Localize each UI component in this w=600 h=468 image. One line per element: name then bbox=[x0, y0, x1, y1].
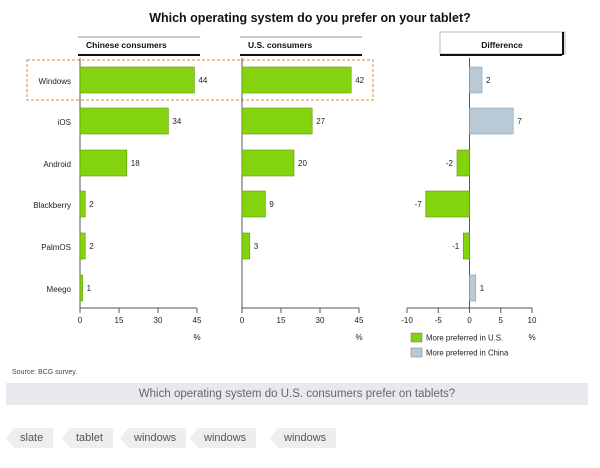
chinese-consumers-value-label-ios: 34 bbox=[172, 117, 181, 126]
chinese-consumers-tick-label-45: 45 bbox=[193, 316, 202, 325]
difference-header: Difference bbox=[481, 40, 523, 50]
chinese-consumers-value-label-meego: 1 bbox=[87, 284, 92, 293]
chinese-consumers-value-label-palmos: 2 bbox=[89, 242, 94, 251]
chinese-consumers-value-label-blackberry: 2 bbox=[89, 200, 94, 209]
difference-tick-label-5: 5 bbox=[499, 316, 504, 325]
chinese-consumers-tick-label-30: 30 bbox=[154, 316, 163, 325]
u-s-consumers-bar-palmos bbox=[241, 232, 251, 260]
category-label-palmos: PalmOS bbox=[41, 243, 71, 252]
chinese-consumers-bar-blackberry bbox=[79, 190, 86, 218]
chinese-consumers-bar-ios bbox=[79, 107, 169, 135]
u-s-consumers-header: U.S. consumers bbox=[248, 40, 313, 50]
difference-bar-windows bbox=[469, 66, 483, 94]
highlight-box bbox=[26, 59, 374, 101]
category-label-blackberry: Blackberry bbox=[33, 201, 71, 210]
difference-value-label-windows: 2 bbox=[486, 76, 491, 85]
difference-bar-palmos bbox=[462, 232, 470, 260]
u-s-consumers-tick-label-45: 45 bbox=[355, 316, 364, 325]
category-label-android: Android bbox=[43, 160, 71, 169]
legend-label-more-preferred-in-u-s: More preferred in U.S. bbox=[426, 334, 503, 343]
difference-tick-label--5: -5 bbox=[435, 316, 443, 325]
u-s-consumers-tick-label-30: 30 bbox=[316, 316, 325, 325]
u-s-consumers-value-label-android: 20 bbox=[298, 159, 307, 168]
chinese-consumers-unit: % bbox=[193, 333, 200, 342]
chinese-consumers-tick-label-15: 15 bbox=[115, 316, 124, 325]
chinese-consumers-header: Chinese consumers bbox=[86, 40, 167, 50]
source-note: Source: BCG survey. bbox=[12, 369, 77, 376]
category-label-ios: iOS bbox=[58, 118, 71, 127]
chinese-consumers-bar-meego bbox=[79, 274, 83, 302]
u-s-consumers-bar-android bbox=[241, 149, 295, 177]
difference-tick-label-10: 10 bbox=[528, 316, 537, 325]
tag-windows[interactable]: windows bbox=[120, 428, 187, 448]
difference-value-label-blackberry: -7 bbox=[415, 200, 423, 209]
difference-value-label-palmos: -1 bbox=[452, 242, 460, 251]
tag-slate[interactable]: slate bbox=[6, 428, 54, 448]
chinese-consumers-bar-android bbox=[79, 149, 128, 177]
u-s-consumers-unit: % bbox=[355, 333, 362, 342]
difference-bar-blackberry bbox=[425, 190, 470, 218]
u-s-consumers-bar-ios bbox=[241, 107, 313, 135]
u-s-consumers-value-label-ios: 27 bbox=[316, 117, 325, 126]
difference-bar-meego bbox=[469, 274, 477, 302]
tag-windows-8[interactable]: windows 8 bbox=[270, 428, 337, 448]
chinese-consumers-tick-label-0: 0 bbox=[78, 316, 83, 325]
u-s-consumers-tick-label-0: 0 bbox=[240, 316, 245, 325]
u-s-consumers-bar-blackberry bbox=[241, 190, 266, 218]
legend-label-more-preferred-in-china: More preferred in China bbox=[426, 349, 509, 358]
chinese-consumers-value-label-windows: 44 bbox=[198, 76, 207, 85]
difference-unit: % bbox=[528, 333, 535, 342]
difference-tick-label-0: 0 bbox=[467, 316, 472, 325]
u-s-consumers-value-label-palmos: 3 bbox=[254, 242, 259, 251]
difference-bar-android bbox=[456, 149, 470, 177]
difference-value-label-android: -2 bbox=[446, 159, 454, 168]
image-caption: Which operating system do U.S. consumers… bbox=[6, 383, 588, 405]
difference-value-label-meego: 1 bbox=[480, 284, 485, 293]
chinese-consumers-value-label-android: 18 bbox=[131, 159, 140, 168]
category-label-meego: Meego bbox=[47, 285, 72, 294]
u-s-consumers-value-label-windows: 42 bbox=[355, 76, 364, 85]
u-s-consumers-bar-windows bbox=[241, 66, 352, 94]
tag-windows-7[interactable]: windows 7 bbox=[190, 428, 257, 448]
difference-bar-ios bbox=[469, 107, 514, 135]
chinese-consumers-bar-windows bbox=[79, 66, 195, 94]
difference-value-label-ios: 7 bbox=[517, 117, 522, 126]
legend-swatch-more-preferred-in-china bbox=[410, 347, 423, 358]
chart: Which operating system do you prefer on … bbox=[12, 11, 566, 376]
category-label-windows: Windows bbox=[39, 77, 71, 86]
u-s-consumers-value-label-blackberry: 9 bbox=[269, 200, 274, 209]
chinese-consumers-bar-palmos bbox=[79, 232, 86, 260]
difference-tick-label--10: -10 bbox=[401, 316, 413, 325]
legend-swatch-more-preferred-in-u-s bbox=[410, 332, 423, 343]
tag-tablet[interactable]: tablet bbox=[62, 428, 113, 448]
u-s-consumers-tick-label-15: 15 bbox=[277, 316, 286, 325]
chart-title: Which operating system do you prefer on … bbox=[149, 11, 471, 25]
